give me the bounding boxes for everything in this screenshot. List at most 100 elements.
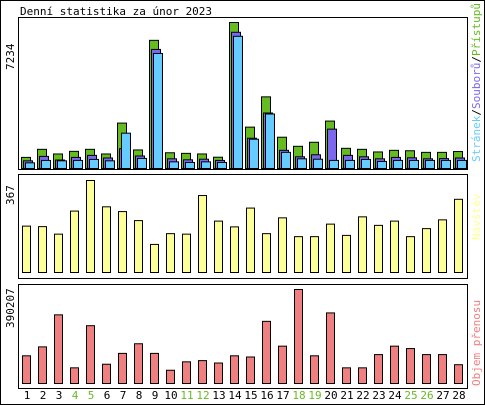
- pages-bar: [265, 113, 275, 169]
- legend-separator: /: [470, 56, 483, 63]
- kbytes-bar: [422, 354, 431, 384]
- kbytes-bar: [246, 356, 255, 385]
- kbytes-bar: [374, 354, 383, 384]
- visits-bar: [422, 228, 431, 273]
- pages-bar: [41, 159, 51, 170]
- visits-bar: [22, 225, 31, 273]
- visits-bar: [38, 226, 47, 273]
- kbytes-bar: [86, 325, 95, 385]
- kbytes-bar: [294, 289, 303, 384]
- visits-bar: [262, 233, 271, 273]
- x-tick-label: 1: [24, 389, 31, 402]
- middle-panel-frame: [18, 174, 468, 279]
- legend-files: Souborů: [470, 63, 483, 109]
- x-tick-label: 22: [356, 389, 369, 402]
- x-tick-label: 6: [104, 389, 111, 402]
- pages-bar: [217, 161, 227, 169]
- top-ymax-label: 7234: [4, 43, 17, 70]
- kbytes-bar: [134, 343, 143, 384]
- x-tick-label: 4: [72, 389, 79, 402]
- kbytes-bar: [118, 352, 127, 385]
- x-axis-labels: 1 2 3 4 5 6 7 8 9 10 11 12 13 14 15 16 17 18 19 20 21 22 23 24 2…: [24, 389, 466, 402]
- kbytes-bar: [310, 355, 319, 384]
- x-tick-label: 27: [436, 389, 449, 402]
- pages-bar: [89, 158, 99, 170]
- x-tick-label: 23: [372, 389, 385, 402]
- visits-bar: [246, 207, 255, 274]
- pages-bar: [361, 158, 371, 170]
- x-tick-label: 20: [324, 389, 337, 402]
- visits-bar: [310, 236, 319, 273]
- x-tick-label: 17: [276, 389, 289, 402]
- kbytes-bar: [326, 312, 335, 385]
- x-tick-label: 25: [404, 389, 417, 402]
- visits-bar: [102, 206, 111, 274]
- kbytes-bar: [54, 314, 63, 385]
- x-tick-label: 28: [452, 389, 465, 402]
- pages-bar: [345, 159, 355, 170]
- x-tick-label: 19: [308, 389, 321, 402]
- visits-bar: [86, 180, 95, 273]
- bottom-panel-frame: [18, 284, 468, 389]
- visits-bar: [118, 211, 127, 274]
- visits-bar: [166, 233, 175, 273]
- x-tick-label: 14: [228, 389, 242, 402]
- visits-bar: [278, 217, 287, 274]
- visits-bar: [342, 234, 351, 274]
- kbytes-bar: [166, 369, 175, 384]
- pages-bar: [169, 161, 179, 169]
- x-tick-label: 10: [164, 389, 177, 402]
- middle-ymax-label: 367: [4, 185, 17, 205]
- pages-bar: [233, 35, 243, 169]
- pages-bar: [153, 52, 163, 169]
- visits-bar: [438, 219, 447, 273]
- x-tick-label: 12: [196, 389, 209, 402]
- visits-bar: [406, 236, 415, 273]
- pages-bar: [297, 158, 307, 169]
- kbytes-bar: [406, 348, 415, 385]
- x-tick-label: 8: [136, 389, 143, 402]
- pages-bar: [329, 159, 339, 170]
- pages-bar: [425, 159, 435, 170]
- kbytes-bar: [454, 364, 463, 384]
- pages-bar: [249, 138, 259, 169]
- pages-bar: [393, 159, 403, 170]
- visits-bar: [182, 233, 191, 274]
- top-legend: Stránek/Souborů/Přístupů: [470, 3, 483, 162]
- x-tick-label: 15: [244, 389, 257, 402]
- legend-hits: Přístupů: [470, 3, 483, 56]
- pages-bar: [281, 151, 291, 169]
- x-tick-label: 18: [292, 389, 305, 402]
- kbytes-bar: [390, 345, 399, 385]
- pages-bar: [441, 159, 451, 170]
- pages-bar: [185, 161, 195, 169]
- x-tick-label: 2: [40, 389, 47, 402]
- kbytes-bar: [342, 367, 351, 384]
- pages-bar: [73, 159, 83, 170]
- pages-bar: [313, 158, 323, 170]
- x-tick-label: 9: [152, 389, 159, 402]
- kbytes-bar: [70, 367, 79, 384]
- x-tick-label: 5: [88, 389, 95, 402]
- x-tick-label: 3: [56, 389, 63, 402]
- x-tick-label: 7: [120, 389, 127, 402]
- kbytes-bar: [214, 362, 223, 384]
- visits-bar: [326, 223, 335, 273]
- visits-bar: [374, 224, 383, 273]
- pages-bar: [105, 160, 115, 169]
- visits-bar: [198, 195, 207, 274]
- kbytes-bar: [262, 320, 271, 384]
- legend-separator: /: [470, 109, 483, 116]
- visits-bar: [230, 226, 239, 273]
- x-tick-label: 24: [388, 389, 402, 402]
- kbytes-bar: [22, 355, 31, 384]
- x-tick-label: 13: [212, 389, 225, 402]
- x-tick-label: 26: [420, 389, 433, 402]
- middle-legend: Návštěv: [470, 193, 483, 240]
- x-tick-label: 21: [340, 389, 353, 402]
- visits-bar: [454, 198, 463, 273]
- bars-layer: [21, 22, 467, 385]
- pages-bar: [201, 161, 211, 169]
